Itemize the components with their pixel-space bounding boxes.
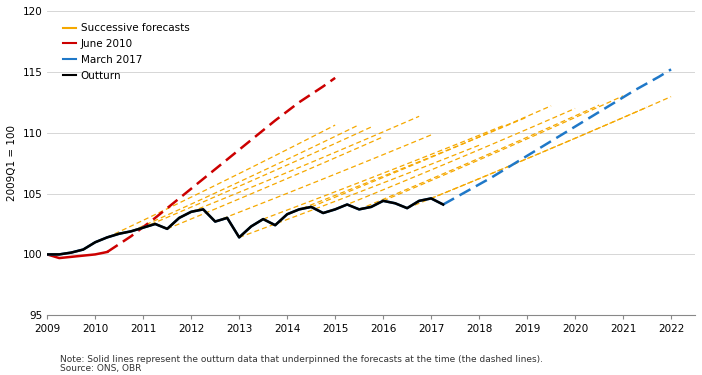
Y-axis label: 2009Q1 = 100: 2009Q1 = 100 [7,125,17,201]
Text: Note: Solid lines represent the outturn data that underpinned the forecasts at t: Note: Solid lines represent the outturn … [60,355,543,364]
Text: Source: ONS, OBR: Source: ONS, OBR [60,364,141,373]
Legend: Successive forecasts, June 2010, March 2017, Outturn: Successive forecasts, June 2010, March 2… [59,19,194,85]
